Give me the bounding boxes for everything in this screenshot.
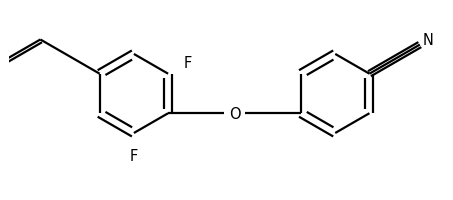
Text: F: F — [183, 56, 192, 71]
Text: N: N — [423, 33, 434, 48]
Text: F: F — [130, 148, 138, 163]
Text: O: O — [229, 106, 241, 121]
